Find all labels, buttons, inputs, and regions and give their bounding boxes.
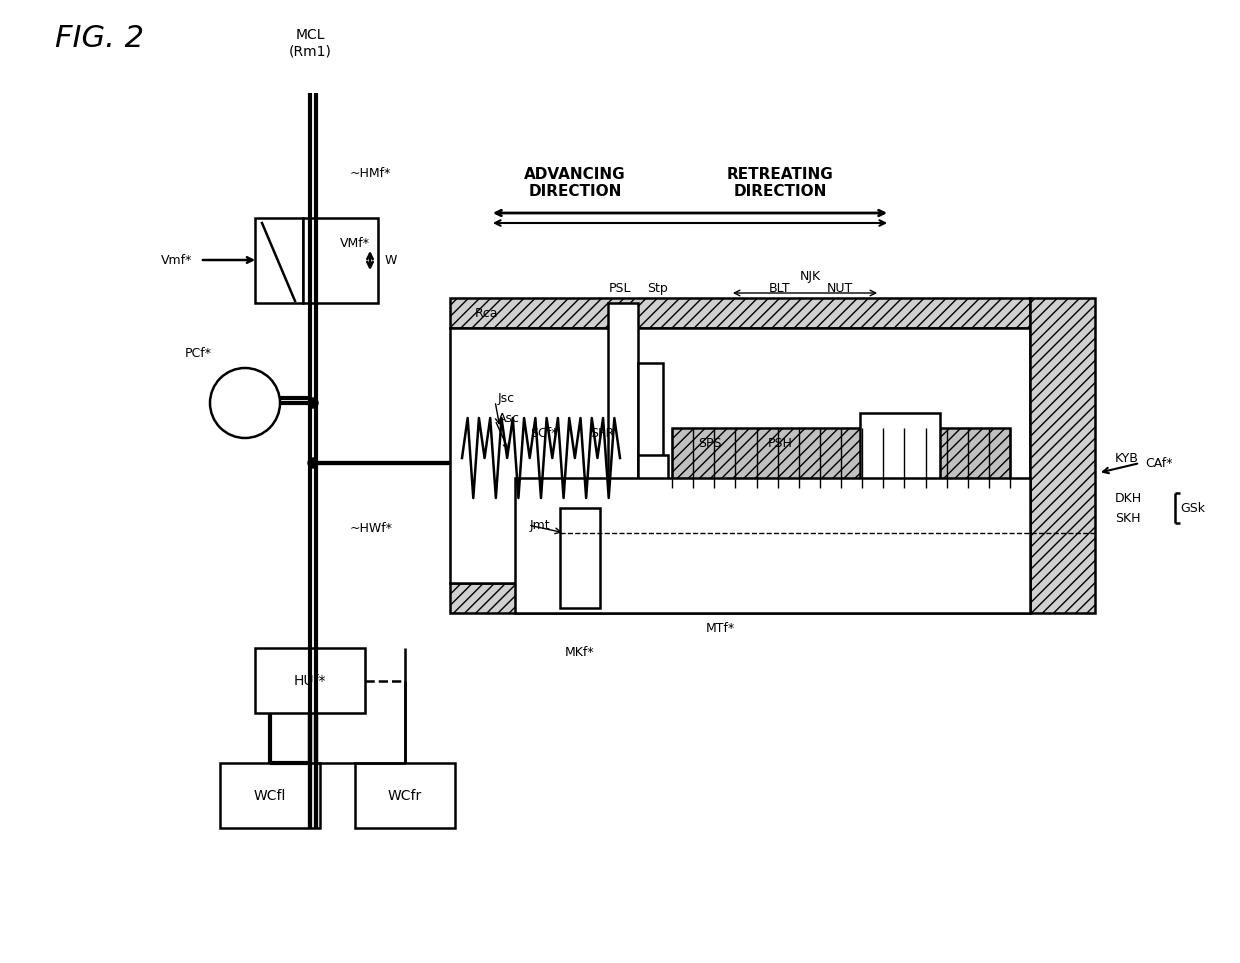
- Bar: [355, 763, 455, 828]
- Bar: [303, 218, 378, 303]
- Text: ADVANCING
DIRECTION: ADVANCING DIRECTION: [525, 167, 626, 199]
- Text: Jsc: Jsc: [498, 392, 515, 404]
- Text: W: W: [384, 253, 397, 267]
- Text: WCfr: WCfr: [388, 789, 422, 803]
- Text: WCfl: WCfl: [254, 789, 286, 803]
- Bar: [450, 298, 1030, 328]
- Text: ~HMf*: ~HMf*: [350, 167, 392, 179]
- Text: ~HWf*: ~HWf*: [350, 522, 393, 534]
- Text: Stp: Stp: [647, 282, 668, 295]
- Text: SCf*: SCf*: [529, 427, 558, 439]
- Text: Rca: Rca: [475, 306, 498, 320]
- Text: Vmf*: Vmf*: [161, 253, 192, 267]
- Text: HUf*: HUf*: [294, 674, 326, 688]
- Text: RETREATING
DIRECTION: RETREATING DIRECTION: [727, 167, 833, 199]
- Text: PSH: PSH: [768, 436, 792, 450]
- Bar: [450, 328, 1030, 583]
- Bar: [515, 478, 1030, 613]
- Circle shape: [210, 368, 280, 438]
- Bar: [639, 363, 663, 508]
- Bar: [861, 413, 940, 503]
- Circle shape: [308, 458, 317, 468]
- Bar: [255, 648, 365, 713]
- Bar: [560, 508, 600, 608]
- Text: SPR: SPR: [590, 427, 614, 439]
- Bar: [1030, 298, 1095, 613]
- Text: CAf*: CAf*: [1145, 456, 1173, 470]
- Bar: [608, 303, 639, 568]
- Text: GSk: GSk: [1180, 502, 1205, 514]
- Text: PCf*: PCf*: [185, 347, 212, 359]
- Text: SKH: SKH: [1115, 511, 1141, 525]
- Text: MCL
(Rm1): MCL (Rm1): [289, 28, 331, 58]
- Text: DKH: DKH: [1115, 491, 1142, 505]
- Text: BLT: BLT: [769, 282, 791, 295]
- Bar: [450, 583, 1030, 613]
- Bar: [255, 218, 303, 303]
- Text: SPS: SPS: [698, 436, 722, 450]
- Text: VMf*: VMf*: [340, 237, 370, 249]
- Bar: [219, 763, 320, 828]
- Text: Asc: Asc: [498, 411, 520, 425]
- Text: NUT: NUT: [827, 282, 853, 295]
- Bar: [639, 455, 668, 505]
- Text: FIG. 2: FIG. 2: [55, 23, 144, 53]
- Text: NJK: NJK: [800, 270, 821, 283]
- Circle shape: [308, 398, 317, 408]
- Text: Jmt: Jmt: [529, 518, 551, 532]
- Text: KYB: KYB: [1115, 452, 1138, 464]
- Text: MKf*: MKf*: [565, 646, 595, 660]
- Text: MTf*: MTf*: [706, 621, 734, 635]
- Bar: [672, 428, 1011, 488]
- Text: PSL: PSL: [609, 282, 631, 295]
